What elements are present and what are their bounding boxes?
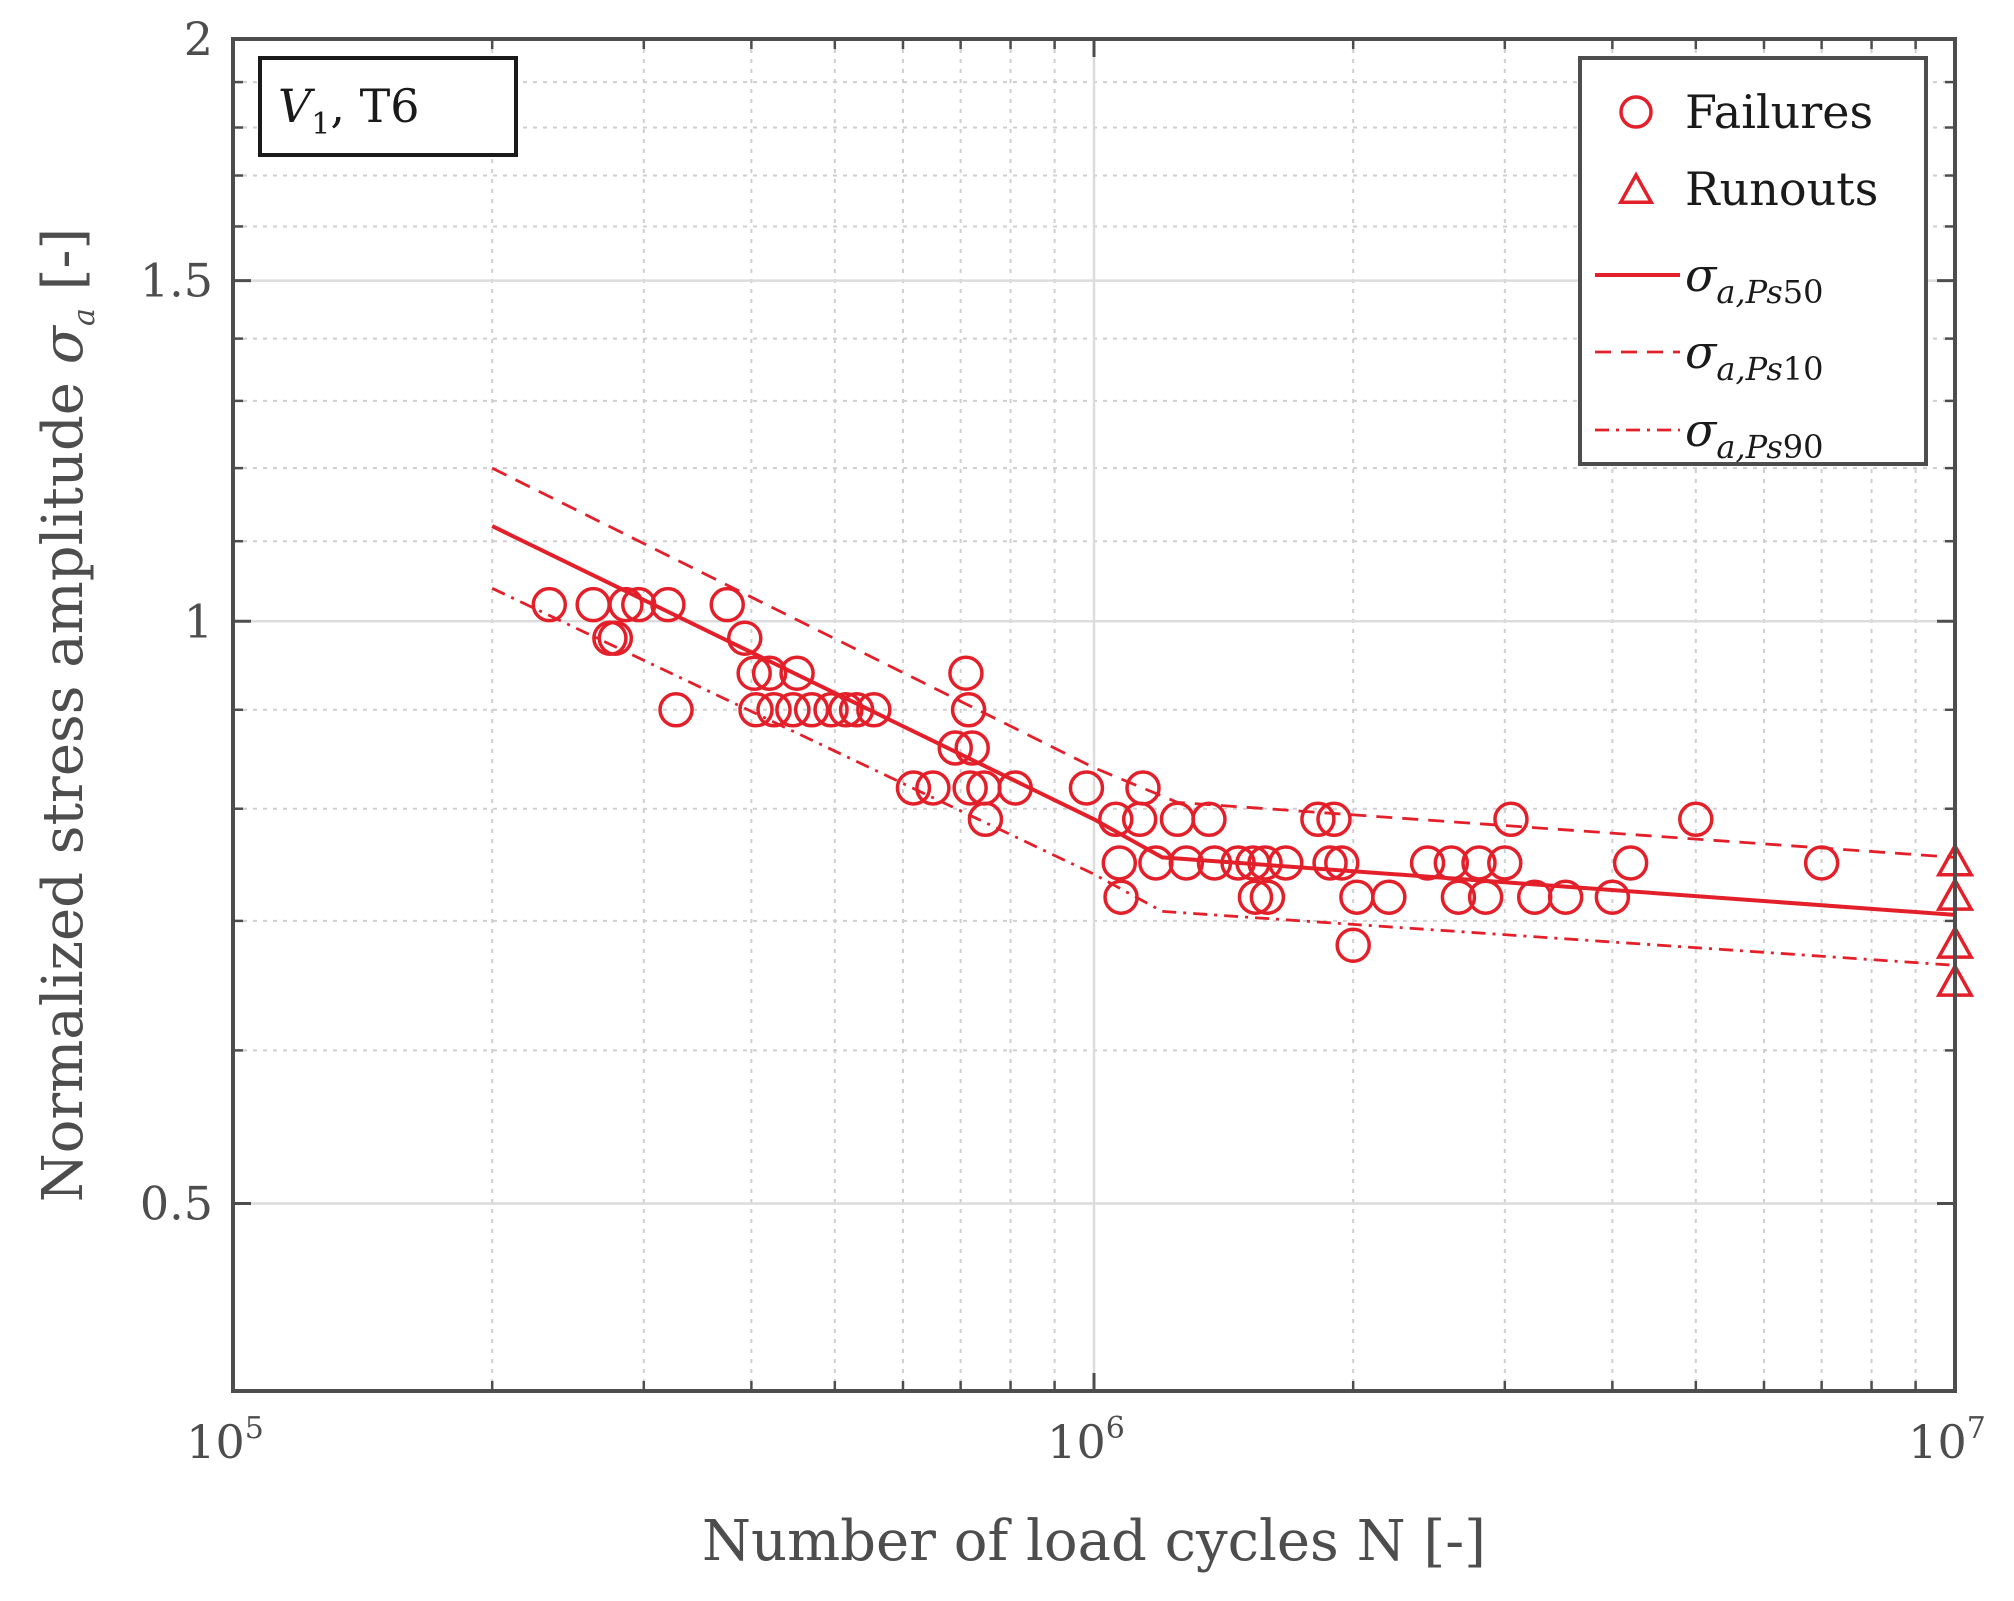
failure-point	[967, 801, 1004, 838]
failure-point	[1220, 845, 1256, 881]
failure-point	[793, 692, 830, 728]
failure-point	[1237, 879, 1274, 915]
failure-point	[756, 692, 792, 728]
legend-label: Failures	[1685, 85, 1873, 139]
failure-point	[727, 620, 763, 656]
data-markers	[531, 586, 1975, 997]
failure-point	[1594, 879, 1631, 915]
failure-point	[531, 586, 568, 623]
failure-point	[736, 655, 772, 692]
failure-point	[828, 692, 864, 728]
y-tick-label: 1.5	[140, 254, 213, 308]
failure-point	[1125, 770, 1161, 806]
legend: Failures Runouts σa,Ps50 σa,Ps10 σa,Ps90	[1578, 56, 1928, 466]
failure-point	[856, 692, 892, 728]
failure-point	[1324, 845, 1360, 881]
failure-point	[1335, 927, 1371, 963]
failure-point	[597, 620, 634, 656]
failure-point	[952, 770, 988, 806]
failure-point	[937, 730, 973, 766]
failure-point	[895, 770, 932, 806]
curve-dashdot	[491, 587, 1956, 967]
failure-point	[915, 770, 951, 806]
failure-point	[948, 655, 984, 692]
failure-point	[954, 730, 990, 766]
annotation-box: V1, T6	[258, 56, 518, 157]
failure-point	[738, 692, 774, 728]
legend-label: Runouts	[1685, 162, 1878, 216]
failure-point	[650, 586, 686, 623]
y-axis-title: Normalized stress amplitude σa [-]	[31, 228, 102, 1203]
failure-point	[775, 692, 811, 728]
failure-point	[1103, 879, 1139, 915]
legend-circle-marker	[1619, 95, 1653, 129]
legend-triangle-marker	[1617, 171, 1655, 204]
failure-point	[1678, 801, 1714, 838]
failure-point	[608, 586, 644, 623]
failure-point	[1612, 845, 1649, 881]
legend-label: σa,Ps10	[1685, 325, 1823, 388]
legend-label: σa,Ps90	[1685, 403, 1823, 466]
failure-point	[1433, 845, 1470, 881]
failure-point	[1487, 845, 1523, 881]
failure-point	[813, 692, 849, 728]
failure-point	[1467, 879, 1504, 915]
failure-point	[997, 770, 1033, 806]
failure-point	[1371, 879, 1407, 915]
failure-point	[1101, 845, 1138, 881]
annotation-text: V1, T6	[278, 79, 420, 142]
curve-dashed	[491, 466, 1956, 859]
failure-point	[838, 692, 875, 728]
fit-curves	[491, 466, 1956, 967]
tick-labels: 105 106 107 0.5 1 1.5 2	[140, 12, 1986, 1469]
x-tick-label: 106	[1047, 1411, 1125, 1469]
failure-point	[1247, 845, 1283, 881]
failure-point	[1440, 879, 1477, 915]
x-axis-title: Number of load cycles N [-]	[702, 1509, 1486, 1574]
failure-point	[1312, 845, 1348, 881]
failure-point	[1493, 801, 1529, 838]
failure-point	[1300, 801, 1336, 838]
failure-point	[1268, 845, 1304, 881]
y-tick-label: 2	[184, 12, 213, 66]
failure-point	[658, 692, 694, 728]
y-tick-label: 0.5	[140, 1177, 213, 1231]
x-tick-label: 105	[186, 1411, 264, 1469]
failure-point	[1547, 879, 1584, 915]
x-tick-label: 107	[1908, 1411, 1986, 1469]
failure-point	[1196, 845, 1233, 881]
plot-frame	[231, 37, 1957, 1393]
failure-point	[751, 655, 788, 692]
failure-point	[1168, 845, 1205, 881]
failure-point	[950, 692, 987, 728]
failure-point	[1068, 770, 1105, 806]
legend-label: σa,Ps50	[1685, 248, 1823, 311]
failure-point	[621, 586, 657, 623]
failure-point	[779, 655, 815, 692]
failure-point	[1191, 801, 1227, 838]
failure-point	[1098, 801, 1134, 838]
failure-point	[1316, 801, 1352, 838]
failure-point	[1803, 845, 1840, 881]
failure-point	[1409, 845, 1446, 881]
failure-point	[1461, 845, 1497, 881]
curve-solid	[491, 524, 1956, 917]
y-tick-label: 1	[184, 594, 213, 648]
failure-point	[709, 586, 745, 623]
failure-point	[1249, 879, 1286, 915]
